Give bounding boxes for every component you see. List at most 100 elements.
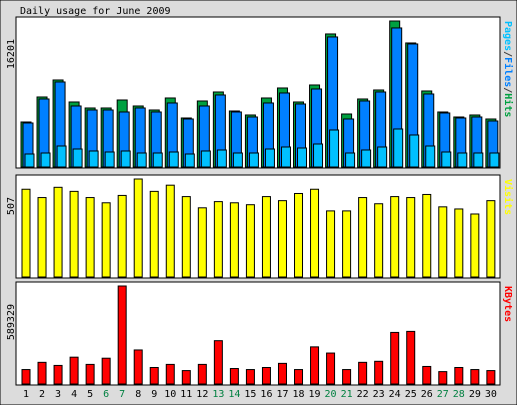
bar [245,204,255,278]
bar [409,134,420,168]
bar [101,357,111,385]
bar [390,331,400,385]
bar [377,146,388,168]
x-tick-label: 27 [437,389,449,400]
panel-frame [15,281,501,386]
bar [197,207,207,278]
x-tick-label: 4 [71,389,77,400]
x-tick-label: 28 [453,389,465,400]
legend-entry: Hits [502,93,514,117]
bar [457,152,468,168]
legend: Visits [502,179,514,215]
bar [232,152,243,168]
bar [261,196,271,278]
bar [438,371,448,385]
y-tick-label: 589329 [6,304,17,340]
x-tick-label: 30 [485,389,497,400]
bar [101,202,111,278]
bar [168,151,179,168]
bar [390,196,400,278]
x-tick-label: 19 [309,389,321,400]
bar [422,193,432,278]
x-tick-label: 6 [103,389,109,400]
bar [486,370,496,385]
bar [358,197,368,278]
bar [120,150,131,168]
x-tick-label: 24 [389,389,401,400]
x-tick-label: 16 [260,389,272,400]
bar [345,152,356,168]
bar [438,206,448,278]
bar [136,152,147,168]
bar [342,210,352,278]
bar [280,146,291,168]
legend-separator: / [502,51,513,57]
bar [229,202,239,278]
x-tick-label: 20 [325,389,337,400]
bar [310,188,320,278]
bar [425,145,436,168]
bar [313,143,324,168]
bar [374,360,384,385]
bar [310,346,320,385]
bar [326,352,336,385]
bar [261,366,271,385]
x-tick-label: 11 [180,389,192,400]
x-tick-label: 29 [469,389,481,400]
x-tick-label: 7 [119,389,125,400]
x-tick-label: 9 [151,389,157,400]
bar [406,197,416,278]
bar [88,150,99,168]
bar [165,184,175,278]
x-tick-label: 2 [39,389,45,400]
y-tick-label: 507 [6,197,17,215]
bar [229,368,239,385]
bar [37,361,47,385]
bar [277,362,287,385]
x-tick-label: 23 [373,389,385,400]
bar [441,151,452,168]
bar [69,356,79,385]
bar [486,200,496,278]
bar [248,152,259,168]
bar [37,197,47,278]
x-tick-label: 21 [341,389,353,400]
bar [40,152,51,168]
bar [149,190,159,278]
bar [85,363,95,385]
bar [342,369,352,385]
bar [294,192,304,278]
y-tick-label: 16201 [6,39,17,69]
bar [277,200,287,278]
legend-entry: Pages [502,21,513,51]
bar [152,152,163,168]
x-tick-label: 14 [228,389,240,400]
bar [422,365,432,385]
legend-separator: / [502,87,513,93]
bar [454,366,464,385]
legend-entry: Files [502,57,514,87]
bar [406,330,416,385]
legend: Pages/Files/Hits [502,21,514,117]
bar [393,128,404,168]
bar [149,366,159,385]
bar [374,203,384,278]
x-tick-label: 5 [87,389,93,400]
bar [200,150,211,168]
legend-entry: KBytes [502,286,513,322]
bar [104,151,115,168]
bar [53,364,63,385]
legend: KBytes [502,286,513,322]
bar [21,188,31,278]
x-tick-label: 1 [23,389,29,400]
bar [133,178,143,278]
bar [297,147,308,168]
bar [165,363,175,385]
bar [72,148,83,168]
bar [117,194,127,278]
bar [133,349,143,385]
bar [181,196,191,278]
bar [53,186,63,278]
x-tick-label: 13 [212,389,224,400]
